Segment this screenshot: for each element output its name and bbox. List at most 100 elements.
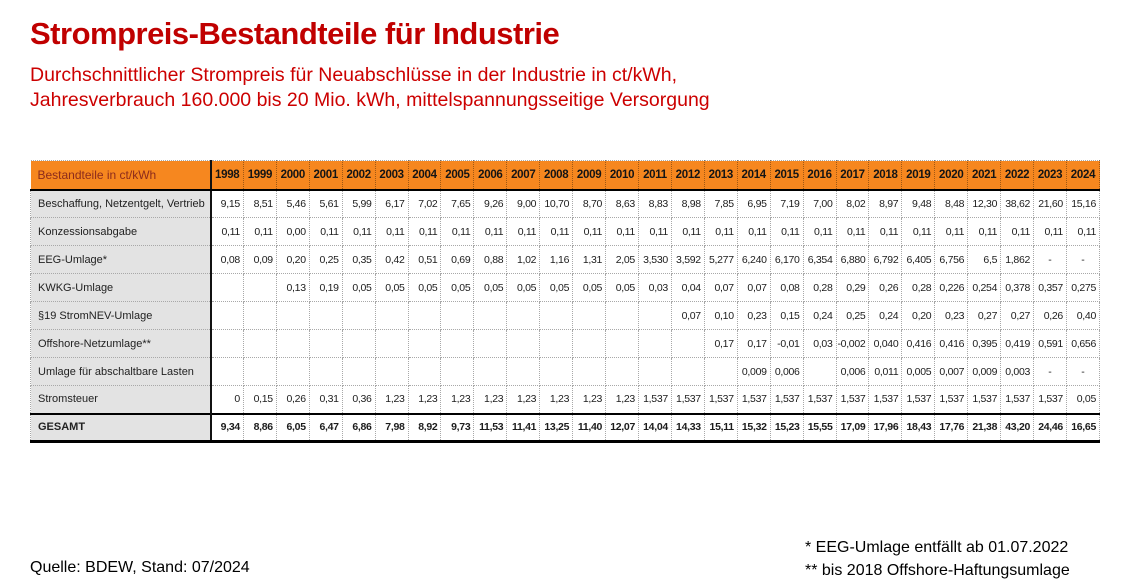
value-cell: 0,27 — [967, 301, 1002, 330]
table-row: Umlage für abschaltbare Lasten 0,009 0,006… — [30, 357, 1101, 386]
value-cell: 0,13 — [275, 273, 310, 302]
value-cell: 1,537 — [901, 385, 936, 414]
value-cell: 0,15 — [769, 301, 804, 330]
value-cell — [637, 329, 672, 358]
value-cell: 1,862 — [1000, 245, 1035, 274]
value-cell — [242, 357, 277, 386]
value-cell: 5,99 — [341, 189, 376, 218]
value-cell: 0,11 — [637, 217, 672, 246]
value-cell: 11,40 — [572, 412, 607, 443]
value-cell: 3,592 — [670, 245, 705, 274]
header-cell-year: 2006 — [473, 160, 508, 191]
value-cell — [210, 273, 244, 302]
value-cell — [473, 329, 508, 358]
value-cell: 7,85 — [703, 189, 738, 218]
value-cell: 17,76 — [934, 412, 969, 443]
subtitle-line-1: Durchschnittlicher Strompreis für Neuabs… — [30, 63, 678, 86]
value-cell: 0,08 — [769, 273, 804, 302]
value-cell — [407, 301, 442, 330]
header-cell-year: 2001 — [308, 160, 343, 191]
header-cell-year: 2018 — [868, 160, 903, 191]
value-cell: 0,05 — [473, 273, 508, 302]
value-cell: 0,24 — [868, 301, 903, 330]
value-cell — [605, 301, 639, 330]
value-cell: 1,23 — [440, 385, 475, 414]
value-cell: 0,19 — [308, 273, 343, 302]
value-cell: 0,05 — [374, 273, 409, 302]
value-cell: 1,23 — [407, 385, 442, 414]
value-cell: 6,792 — [868, 245, 903, 274]
value-cell: 0,69 — [440, 245, 475, 274]
value-cell: 24,46 — [1033, 412, 1067, 443]
value-cell — [637, 357, 672, 386]
value-cell: 0,11 — [242, 217, 277, 246]
value-cell: 0,395 — [967, 329, 1002, 358]
value-cell: 0,254 — [967, 273, 1002, 302]
value-cell — [637, 301, 672, 330]
value-cell: 0 — [210, 385, 244, 414]
value-cell: 0,11 — [407, 217, 442, 246]
value-cell: 0,51 — [407, 245, 442, 274]
value-cell — [670, 329, 705, 358]
value-cell — [242, 301, 277, 330]
value-cell: 12,30 — [967, 189, 1002, 218]
value-cell: 0,11 — [605, 217, 639, 246]
value-cell — [506, 329, 541, 358]
price-table: Bestandteile in ct/kWh 1998 1999 2000 2001 20… — [30, 160, 1101, 443]
value-cell: 9,34 — [210, 412, 244, 443]
header-cell-year: 2005 — [440, 160, 475, 191]
value-cell: 3,530 — [637, 245, 672, 274]
value-cell: 1,23 — [572, 385, 607, 414]
value-cell: 8,63 — [605, 189, 639, 218]
value-cell: 6,170 — [769, 245, 804, 274]
value-cell: 0,88 — [473, 245, 508, 274]
value-cell: 0,03 — [637, 273, 672, 302]
value-cell — [308, 301, 343, 330]
header-cell-year: 2021 — [967, 160, 1002, 191]
value-cell: 0,10 — [703, 301, 738, 330]
value-cell: 2,05 — [605, 245, 639, 274]
value-cell: 0,42 — [374, 245, 409, 274]
value-cell: 0,03 — [802, 329, 837, 358]
value-cell: 1,537 — [637, 385, 672, 414]
value-cell — [572, 329, 607, 358]
value-cell: 16,65 — [1065, 412, 1101, 443]
row-label: EEG-Umlage* — [30, 245, 212, 274]
value-cell: 0,28 — [802, 273, 837, 302]
table-body: Beschaffung, Netzentgelt, Vertrieb 9,15 8,… — [30, 189, 1101, 443]
page-title: Strompreis-Bestandteile für Industrie — [30, 16, 560, 51]
value-cell: 1,23 — [374, 385, 409, 414]
header-cell-year: 1999 — [242, 160, 277, 191]
value-cell: - — [1033, 245, 1067, 274]
value-cell — [210, 357, 244, 386]
value-cell: 0,378 — [1000, 273, 1035, 302]
value-cell: 43,20 — [1000, 412, 1035, 443]
value-cell: 8,02 — [835, 189, 870, 218]
value-cell: 13,25 — [539, 412, 574, 443]
value-cell: 6,405 — [901, 245, 936, 274]
value-cell: 7,65 — [440, 189, 475, 218]
value-cell — [572, 357, 607, 386]
value-cell: 0,11 — [308, 217, 343, 246]
table-row: Konzessionsabgabe 0,11 0,11 0,00 0,11 0,11 0,1… — [30, 217, 1101, 246]
header-cell-label: Bestandteile in ct/kWh — [30, 160, 212, 191]
value-cell: 15,11 — [703, 412, 738, 443]
value-cell: 1,537 — [802, 385, 837, 414]
table-row: §19 StromNEV-Umlage 0,07 0,10 0,23 0,15 0,24 0… — [30, 301, 1101, 330]
value-cell: 1,23 — [473, 385, 508, 414]
value-cell — [210, 301, 244, 330]
value-cell: 6,47 — [308, 412, 343, 443]
row-label: Konzessionsabgabe — [30, 217, 212, 246]
value-cell: 1,23 — [539, 385, 574, 414]
value-cell: - — [1065, 245, 1101, 274]
value-cell: 0,11 — [374, 217, 409, 246]
value-cell — [374, 329, 409, 358]
value-cell: 15,55 — [802, 412, 837, 443]
value-cell: 7,98 — [374, 412, 409, 443]
value-cell: 0,20 — [275, 245, 310, 274]
value-cell: 1,537 — [835, 385, 870, 414]
value-cell: 0,416 — [934, 329, 969, 358]
value-cell: 0,07 — [703, 273, 738, 302]
value-cell: 8,98 — [670, 189, 705, 218]
value-cell: 8,83 — [637, 189, 672, 218]
